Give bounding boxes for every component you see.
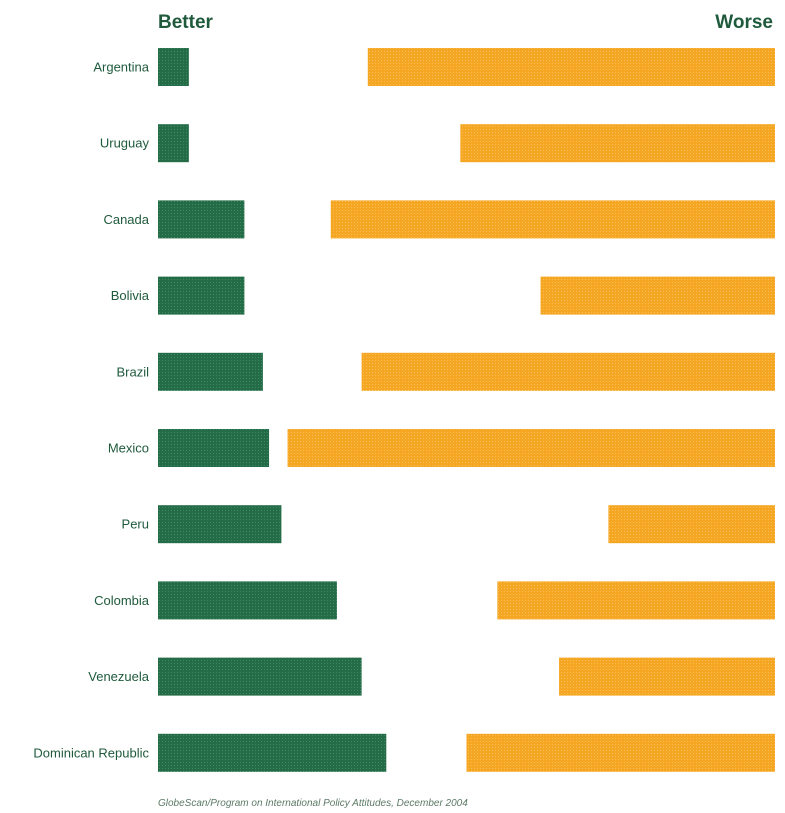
header-worse-label: Worse (715, 12, 773, 33)
better-bar (158, 733, 387, 772)
country-label: Bolivia (111, 288, 150, 303)
country-label: Uruguay (100, 136, 150, 151)
worse-bar (330, 200, 775, 239)
header-better-label: Better (158, 12, 214, 33)
better-bar (158, 429, 270, 467)
worse-bar (367, 48, 775, 86)
better-bar (158, 581, 337, 620)
country-label: Dominican Republic (33, 745, 149, 760)
country-label: Mexico (108, 441, 149, 456)
worse-bar (559, 657, 775, 696)
better-bar (158, 48, 189, 86)
better-bar (158, 124, 189, 163)
country-label: Canada (103, 212, 149, 227)
country-label: Venezuela (88, 669, 149, 684)
bar-rows: Argentina Uruguay Canada Bolivia Brazil Mexic… (33, 48, 775, 772)
better-bar (158, 657, 362, 696)
worse-bar (361, 352, 775, 391)
worse-bar (287, 429, 775, 467)
worse-bar (460, 124, 775, 163)
worse-bar (497, 581, 775, 620)
country-label: Brazil (116, 364, 149, 379)
better-bar (158, 200, 245, 239)
country-label: Argentina (93, 60, 149, 75)
country-label: Peru (122, 517, 149, 532)
worse-bar (608, 505, 775, 544)
source-note: GlobeScan/Program on International Polic… (158, 798, 468, 809)
worse-bar (540, 276, 775, 315)
worse-bar (466, 733, 775, 772)
better-bar (158, 276, 245, 315)
country-label: Colombia (94, 593, 150, 608)
better-bar (158, 505, 282, 544)
better-bar (158, 352, 263, 391)
